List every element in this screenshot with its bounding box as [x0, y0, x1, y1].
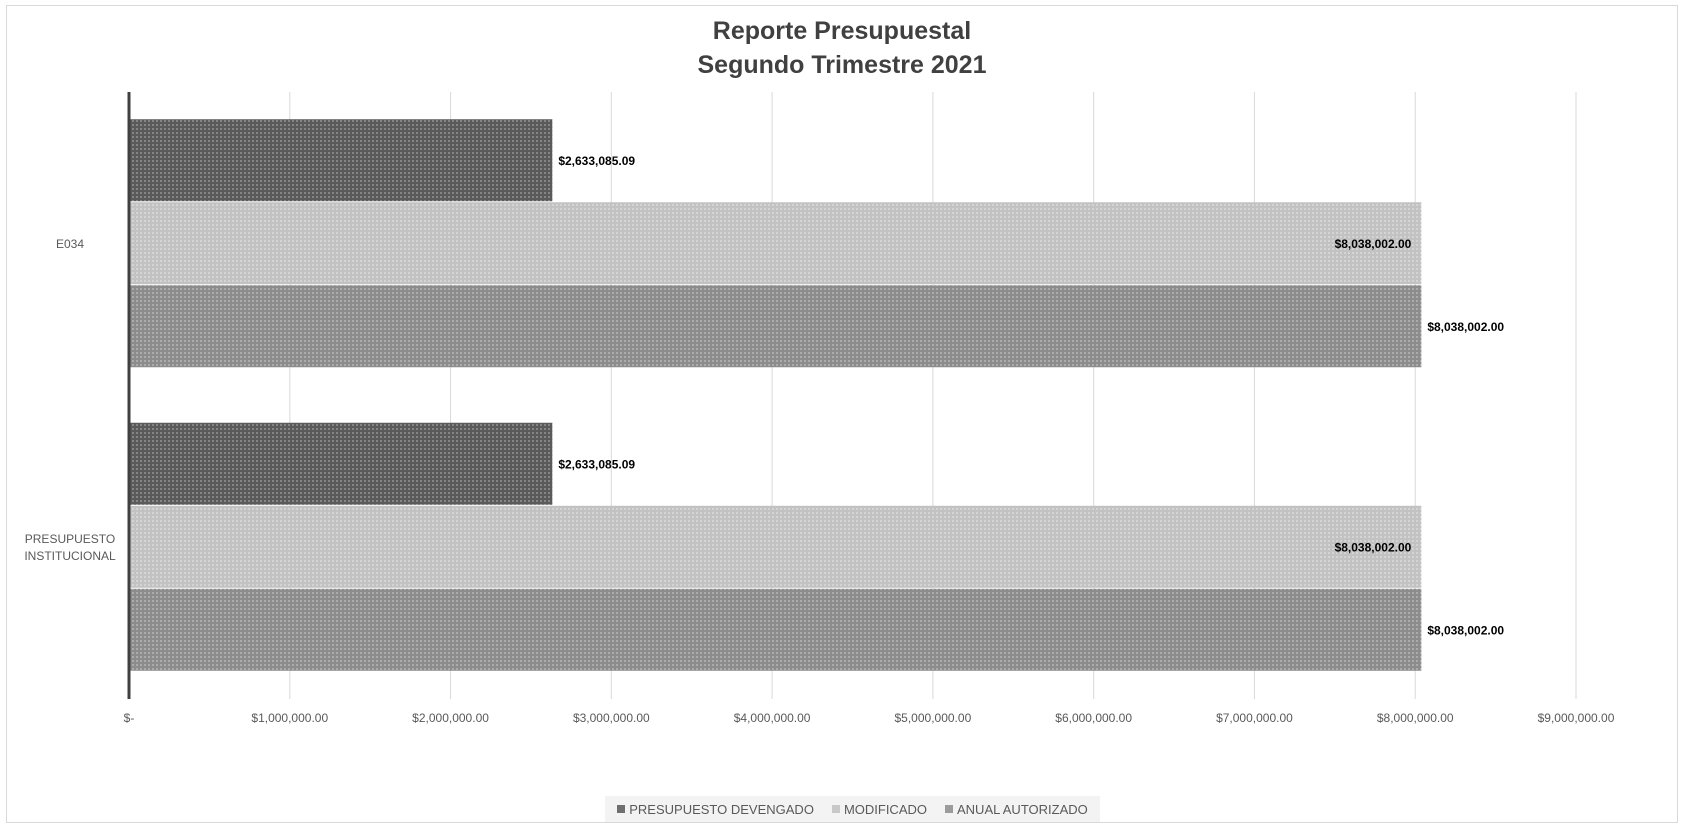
legend-swatch: [617, 805, 626, 813]
data-label: $8,038,002.00: [1427, 623, 1504, 637]
legend-label: ANUAL AUTORIZADO: [957, 801, 1088, 817]
bars: [129, 119, 1422, 671]
y-category-label: PRESUPUESTO: [25, 532, 115, 546]
chart-title: Reporte Presupuestal Segundo Trimestre 2…: [0, 14, 1684, 82]
x-tick-label: $1,000,000.00: [251, 711, 328, 725]
bar: [129, 588, 1422, 671]
x-tick-label: $7,000,000.00: [1216, 711, 1293, 725]
axes: $- $1,000,000.00 $2,000,000.00 $3,000,000.0…: [24, 92, 1615, 725]
data-labels: $2,633,085.09 $8,038,002.00 $8,038,002.00 $…: [558, 154, 1504, 638]
bar: [129, 285, 1422, 368]
bar: [129, 505, 1422, 588]
x-tick-label: $6,000,000.00: [1055, 711, 1132, 725]
legend-item: ANUAL AUTORIZADO: [945, 802, 1088, 817]
x-tick-label: $9,000,000.00: [1538, 711, 1615, 725]
legend-item: MODIFICADO: [831, 801, 927, 817]
legend-label: PRESUPUESTO DEVENGADO: [629, 801, 814, 817]
x-tick-label: $4,000,000.00: [734, 711, 811, 725]
x-tick-label: $2,000,000.00: [412, 711, 489, 725]
y-category-label: INSTITUCIONAL: [24, 549, 116, 563]
data-label: $2,633,085.09: [558, 154, 635, 168]
legend-swatch: [945, 805, 953, 813]
x-tick-label: $8,000,000.00: [1377, 711, 1454, 725]
legend-swatch: [831, 805, 840, 813]
y-category-label: E034: [56, 237, 84, 251]
legend-label: MODIFICADO: [843, 801, 927, 817]
chart-title-line-1: Reporte Presupuestal: [712, 17, 972, 45]
legend-item: PRESUPUESTO DEVENGADO: [617, 802, 814, 817]
bar: [129, 422, 553, 505]
chart-title-line-2: Segundo Trimestre 2021: [697, 51, 987, 79]
data-label: $8,038,002.00: [1335, 237, 1412, 251]
x-tick-label: $5,000,000.00: [895, 711, 972, 725]
data-label: $2,633,085.09: [558, 457, 635, 471]
x-tick-label: $3,000,000.00: [573, 711, 650, 725]
bar: [129, 202, 1422, 285]
data-label: $8,038,002.00: [1427, 320, 1504, 334]
data-label: $8,038,002.00: [1335, 540, 1412, 554]
legend: PRESUPUESTO DEVENGADO MODIFICADO ANUAL AUT…: [605, 796, 1100, 822]
x-tick-label: $-: [124, 711, 135, 725]
bar: [129, 119, 553, 202]
